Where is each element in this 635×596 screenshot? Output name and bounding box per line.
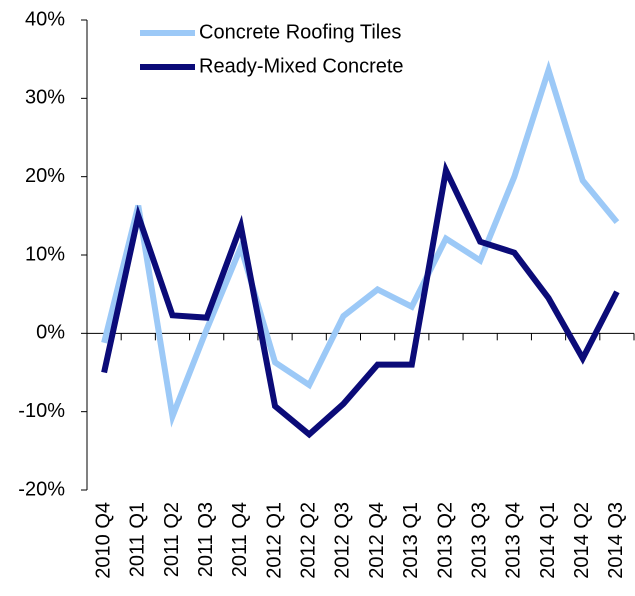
x-tick-label: 2011 Q2 bbox=[161, 502, 183, 577]
x-tick-label: 2012 Q2 bbox=[298, 502, 320, 579]
x-tick-label: 2014 Q3 bbox=[605, 502, 627, 579]
y-tick-label: -10% bbox=[18, 400, 65, 422]
x-tick-label: 2012 Q4 bbox=[366, 502, 388, 579]
x-tick-label: 2013 Q4 bbox=[503, 502, 525, 579]
x-tick-label: 2011 Q3 bbox=[195, 502, 217, 577]
x-tick-label: 2011 Q4 bbox=[229, 502, 251, 577]
x-tick-label: 2012 Q3 bbox=[332, 502, 354, 579]
y-tick-label: 10% bbox=[25, 243, 65, 265]
legend-label: Concrete Roofing Tiles bbox=[199, 21, 401, 43]
x-tick-label: 2011 Q1 bbox=[127, 502, 149, 577]
x-tick-label: 2014 Q2 bbox=[571, 502, 593, 579]
series-line bbox=[101, 160, 620, 439]
y-tick-label: -20% bbox=[18, 478, 65, 500]
x-tick-label: 2012 Q1 bbox=[263, 502, 285, 579]
series-line bbox=[101, 60, 620, 428]
x-tick-label: 2013 Q3 bbox=[468, 502, 490, 579]
legend-label: Ready-Mixed Concrete bbox=[199, 55, 404, 77]
y-tick-label: 20% bbox=[25, 165, 65, 187]
x-tick-label: 2013 Q1 bbox=[400, 502, 422, 579]
x-tick-label: 2013 Q2 bbox=[434, 502, 456, 579]
x-tick-label: 2014 Q1 bbox=[537, 502, 559, 579]
y-tick-label: 0% bbox=[36, 322, 65, 344]
y-tick-label: 40% bbox=[25, 8, 65, 30]
x-tick-label: 2010 Q4 bbox=[92, 502, 114, 579]
y-tick-label: 30% bbox=[25, 87, 65, 109]
